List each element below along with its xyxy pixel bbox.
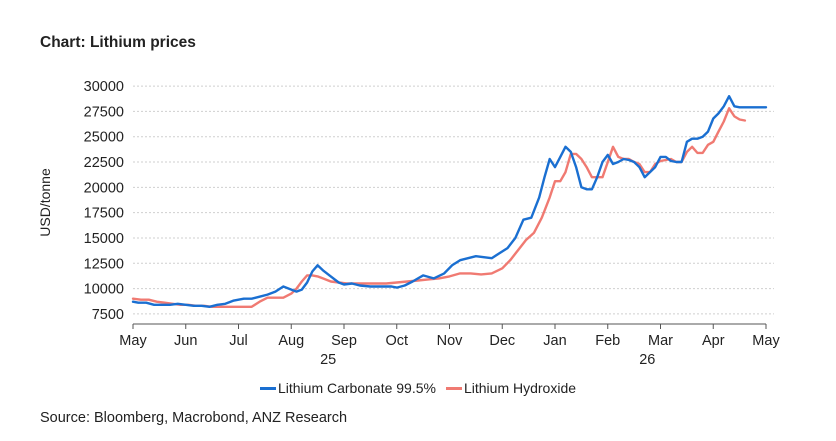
series-line-lithium-carbonate [131,94,768,308]
y-tick-label: 20000 [84,180,124,196]
legend-item-carbonate: Lithium Carbonate 99.5% [259,380,436,396]
x-tick-label: Jan [543,333,566,349]
x-year-label: 26 [639,352,655,368]
legend-label-carbonate: Lithium Carbonate 99.5% [277,380,436,396]
y-tick-label: 27500 [84,104,124,120]
x-tick-label: Sep [331,333,357,349]
legend-label-hydroxide: Lithium Hydroxide [463,380,577,396]
x-tick-label: Apr [702,333,725,349]
x-tick-label: Oct [385,333,408,349]
x-tick-label: May [119,333,147,349]
legend: Lithium Carbonate 99.5% Lithium Hydroxid… [0,380,836,396]
x-tick-label: Feb [595,333,620,349]
y-tick-label: 7500 [92,307,124,323]
x-tick-label: Jun [174,333,197,349]
chart-title: Chart: Lithium prices [40,34,196,51]
x-tick-label: Jul [229,333,248,349]
x-tick-label: Aug [278,333,304,349]
legend-item-hydroxide: Lithium Hydroxide [445,380,577,396]
y-tick-label: 10000 [84,282,124,298]
y-tick-label: 30000 [84,79,124,95]
y-tick-label: 25000 [84,130,124,146]
legend-swatch-hydroxide [445,386,462,390]
x-tick-label: Mar [648,333,673,349]
y-tick-label: 22500 [84,155,124,171]
source-note: Source: Bloomberg, Macrobond, ANZ Resear… [40,410,348,426]
legend-swatch-carbonate [259,386,276,390]
x-year-label: 25 [320,352,336,368]
x-tick-label: Nov [437,333,464,349]
y-tick-label: 17500 [84,206,124,222]
x-tick-label: May [752,333,780,349]
y-tick-label: 15000 [84,231,124,247]
x-tick-label: Dec [489,333,515,349]
y-axis-label: USD/tonne [37,168,53,237]
y-tick-label: 12500 [84,256,124,272]
